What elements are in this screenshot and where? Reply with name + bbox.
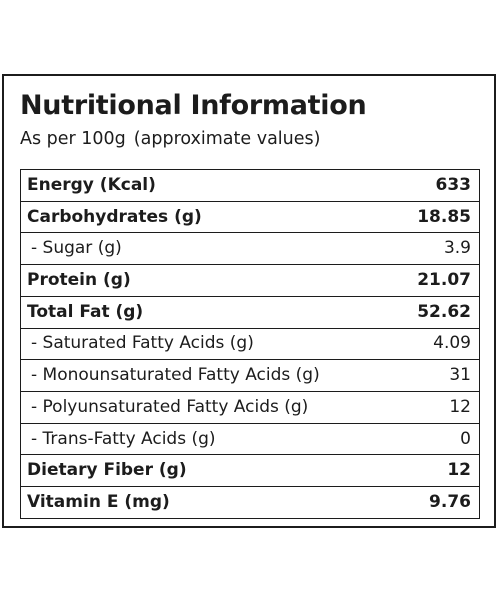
nutrient-value: 0 [250, 422, 480, 456]
panel-title: Nutritional Information [20, 90, 367, 121]
nutrient-label: - Sugar (g) [20, 232, 250, 266]
panel-subtitle: As per 100g (approximate values) [20, 129, 320, 149]
nutrient-value: 21.07 [250, 264, 480, 297]
nutrient-label: Carbohydrates (g) [20, 200, 250, 234]
nutrient-label: Dietary Fiber (g) [20, 454, 250, 488]
nutrient-label: Protein (g) [20, 264, 250, 297]
nutrient-value: 3.9 [250, 232, 480, 266]
nutrient-label: - Saturated Fatty Acids (g) [20, 327, 254, 361]
nutrient-row-polyunsaturated-fat: - Polyunsaturated Fatty Acids (g) 12 [20, 391, 480, 424]
nutrient-value: 4.09 [250, 327, 480, 361]
nutrient-row-sugar: - Sugar (g) 3.9 [20, 232, 480, 266]
nutrient-value: 18.85 [250, 200, 480, 234]
nutrient-row-dietary-fiber: Dietary Fiber (g) 12 [20, 454, 480, 488]
nutrient-label: - Monounsaturated Fatty Acids (g) [20, 359, 320, 393]
nutrient-label: Vitamin E (mg) [20, 486, 250, 519]
nutrient-label: - Polyunsaturated Fatty Acids (g) [20, 391, 308, 424]
nutrient-value: 12 [250, 454, 480, 488]
nutrient-label: Total Fat (g) [20, 295, 250, 329]
nutrient-row-carbohydrates: Carbohydrates (g) 18.85 [20, 200, 480, 234]
nutrient-value: 52.62 [250, 295, 480, 329]
nutrient-value: 9.76 [250, 486, 480, 519]
nutrient-value: 12 [250, 391, 480, 424]
nutrient-value: 31 [250, 359, 480, 393]
nutrient-label: Energy (Kcal) [20, 169, 250, 202]
approximation-note: (approximate values) [133, 129, 321, 149]
nutrient-row-energy: Energy (Kcal) 633 [20, 169, 480, 202]
nutrient-row-saturated-fat: - Saturated Fatty Acids (g) 4.09 [20, 327, 480, 361]
nutrient-row-trans-fat: - Trans-Fatty Acids (g) 0 [20, 422, 480, 456]
serving-basis: As per 100g [20, 129, 126, 149]
nutrient-row-protein: Protein (g) 21.07 [20, 264, 480, 297]
nutrient-row-monounsaturated-fat: - Monounsaturated Fatty Acids (g) 31 [20, 359, 480, 393]
nutrient-row-vitamin-e: Vitamin E (mg) 9.76 [20, 486, 480, 519]
nutrition-table: Energy (Kcal) 633 Carbohydrates (g) 18.8… [20, 169, 480, 519]
nutrient-value: 633 [250, 169, 480, 202]
nutrient-row-total-fat: Total Fat (g) 52.62 [20, 295, 480, 329]
nutrition-panel: Nutritional Information As per 100g (appr… [2, 74, 496, 528]
nutrient-label: - Trans-Fatty Acids (g) [20, 422, 250, 456]
